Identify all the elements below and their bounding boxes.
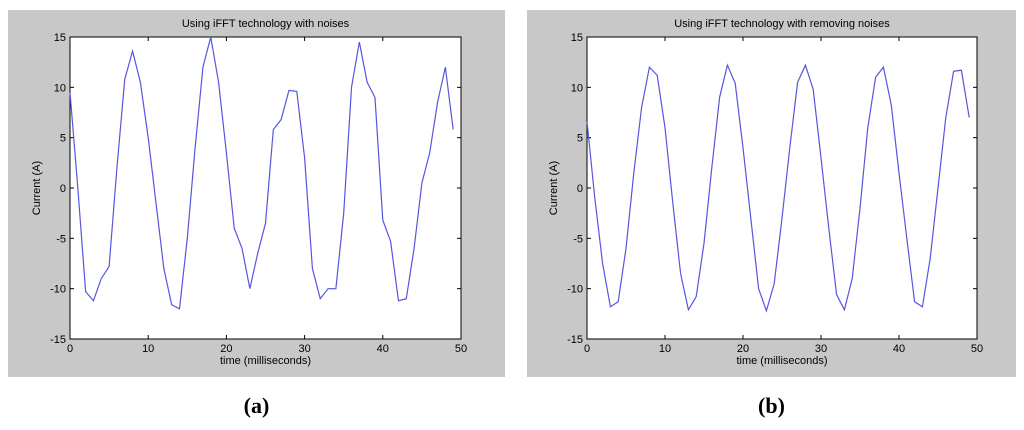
- y-tick-label: 0: [577, 183, 583, 195]
- y-tick-label: 5: [577, 133, 583, 145]
- x-tick-label: 40: [893, 343, 905, 355]
- caption: (b): [758, 393, 785, 418]
- y-tick-label: -5: [56, 233, 66, 245]
- data-line: [69, 36, 454, 310]
- data-line: [586, 63, 970, 313]
- chart-title: Using iFFT technology with removing nois…: [674, 18, 890, 30]
- y-tick-label: 15: [54, 32, 66, 44]
- x-tick-label: 20: [220, 343, 232, 355]
- chart-panel: Using iFFT technology with removing nois…: [527, 10, 1016, 418]
- chart-panel: Using iFFT technology with noises time (m…: [8, 10, 505, 418]
- x-tick-label: 10: [659, 343, 671, 355]
- x-tick-label: 30: [815, 343, 827, 355]
- chart-title: Using iFFT technology with noises: [182, 18, 350, 30]
- plot-area: [69, 36, 462, 340]
- y-tick-label: 0: [60, 183, 66, 195]
- y-tick-label: -10: [50, 284, 66, 296]
- caption: (a): [244, 393, 270, 418]
- x-axis-label: time (milliseconds): [736, 355, 827, 367]
- x-tick-label: 30: [298, 343, 310, 355]
- y-tick-label: 10: [571, 82, 583, 94]
- x-tick-label: 0: [67, 343, 73, 355]
- x-tick-label: 50: [971, 343, 983, 355]
- x-tick-label: 20: [737, 343, 749, 355]
- x-tick-label: 0: [584, 343, 590, 355]
- y-tick-label: 5: [60, 133, 66, 145]
- x-tick-label: 50: [455, 343, 467, 355]
- y-tick-label: -5: [573, 233, 583, 245]
- y-axis-label: Current (A): [31, 161, 43, 215]
- y-axis-label: Current (A): [548, 161, 560, 215]
- x-axis-label: time (milliseconds): [220, 355, 311, 367]
- y-tick-label: -15: [567, 334, 583, 346]
- y-tick-label: 10: [54, 82, 66, 94]
- y-tick-label: -15: [50, 334, 66, 346]
- x-tick-label: 10: [142, 343, 154, 355]
- y-tick-label: -10: [567, 284, 583, 296]
- y-tick-label: 15: [571, 32, 583, 44]
- x-tick-label: 40: [377, 343, 389, 355]
- plot-area: [586, 36, 978, 340]
